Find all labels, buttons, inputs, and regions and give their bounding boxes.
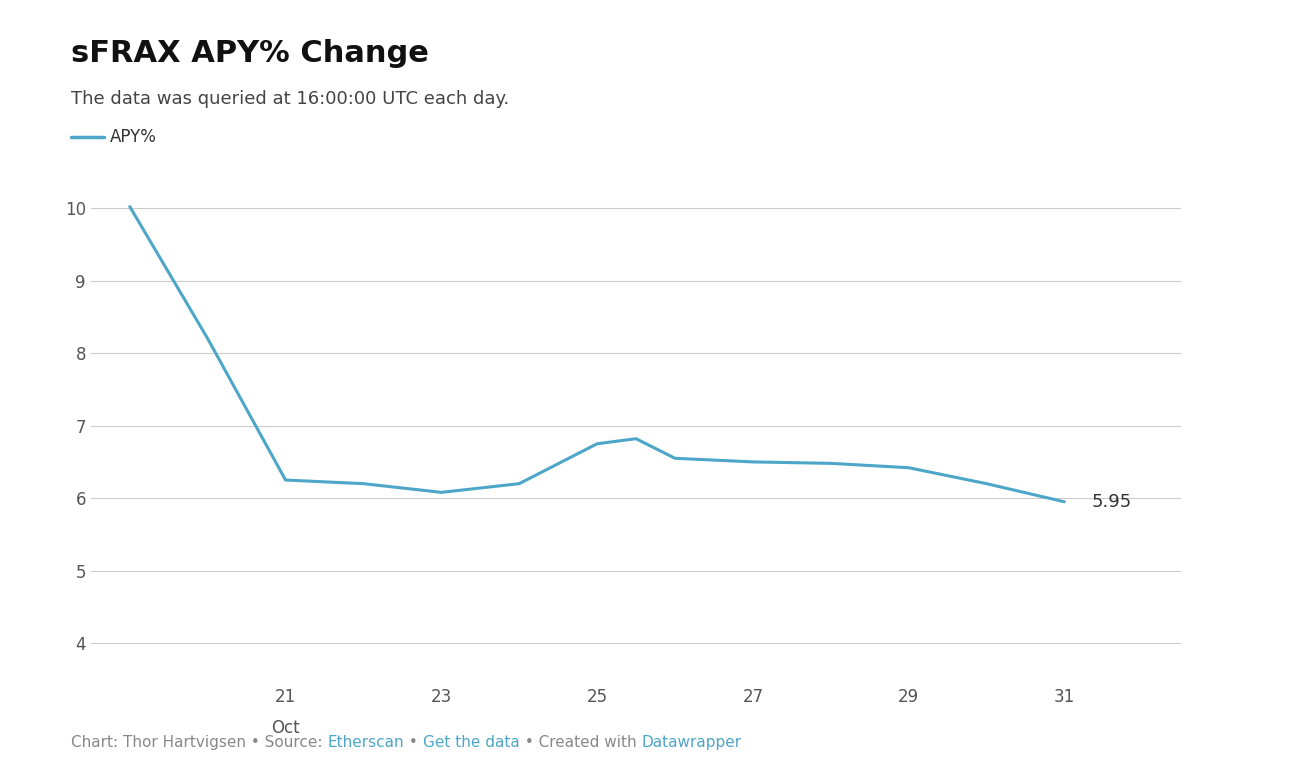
Text: •: • bbox=[405, 735, 423, 750]
Text: 5.95: 5.95 bbox=[1092, 493, 1132, 511]
Text: Oct: Oct bbox=[271, 719, 300, 737]
Text: The data was queried at 16:00:00 UTC each day.: The data was queried at 16:00:00 UTC eac… bbox=[71, 90, 510, 108]
Text: Datawrapper: Datawrapper bbox=[641, 735, 741, 750]
Text: Etherscan: Etherscan bbox=[328, 735, 405, 750]
Text: Get the data: Get the data bbox=[423, 735, 519, 750]
Text: Chart: Thor Hartvigsen • Source:: Chart: Thor Hartvigsen • Source: bbox=[71, 735, 328, 750]
Text: sFRAX APY% Change: sFRAX APY% Change bbox=[71, 39, 430, 68]
Text: • Created with: • Created with bbox=[519, 735, 641, 750]
Text: APY%: APY% bbox=[110, 127, 157, 146]
